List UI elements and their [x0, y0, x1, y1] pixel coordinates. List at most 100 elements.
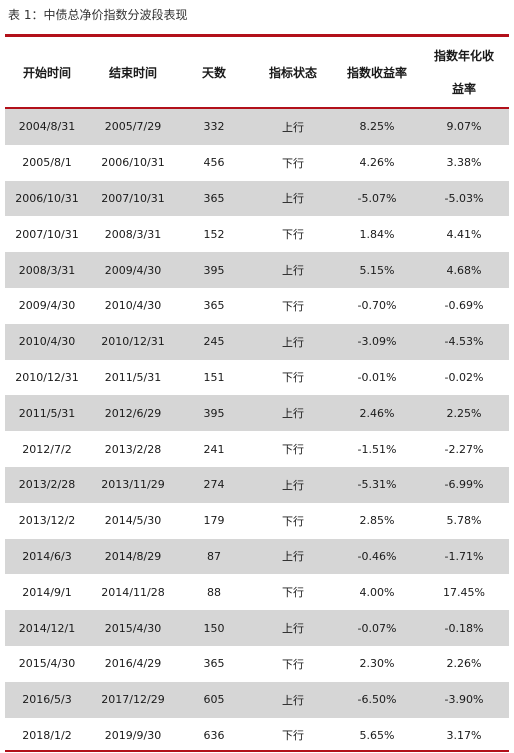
- cell-annual-return: -0.69%: [444, 299, 484, 313]
- cell-end-date: 2012/6/29: [104, 406, 162, 420]
- cell-return: 8.25%: [359, 120, 395, 134]
- table-row: 2005/8/1 2006/10/31 456 下行 4.26% 3.38%: [5, 145, 509, 181]
- cell-end-date: 2014/8/29: [104, 549, 162, 563]
- cell-start-date: 2010/4/30: [18, 335, 76, 349]
- cell-end-date: 2007/10/31: [101, 191, 165, 205]
- cell-days: 245: [203, 335, 225, 349]
- cell-annual-return: 4.68%: [446, 263, 482, 277]
- cell-return: 2.30%: [359, 657, 395, 671]
- cell-days: 274: [203, 478, 225, 492]
- cell-days: 395: [203, 406, 225, 420]
- cell-status: 下行: [282, 156, 304, 170]
- cell-status: 上行: [282, 622, 304, 636]
- cell-start-date: 2011/5/31: [18, 406, 76, 420]
- cell-end-date: 2005/7/29: [104, 120, 162, 134]
- table-header-rule: [5, 107, 509, 109]
- cell-return: 4.26%: [359, 156, 395, 170]
- cell-return: -0.46%: [357, 549, 397, 563]
- table-row: 2015/4/30 2016/4/29 365 下行 2.30% 2.26%: [5, 646, 509, 682]
- cell-start-date: 2009/4/30: [18, 299, 76, 313]
- cell-status: 上行: [282, 478, 304, 492]
- cell-return: -3.09%: [357, 335, 397, 349]
- cell-status: 上行: [282, 192, 304, 206]
- header-end-date: 结束时间: [108, 65, 157, 80]
- table-top-rule: [5, 34, 509, 37]
- cell-end-date: 2011/5/31: [104, 370, 162, 384]
- cell-status: 下行: [282, 299, 304, 313]
- cell-days: 88: [207, 585, 221, 599]
- cell-return: 1.84%: [359, 227, 395, 241]
- cell-status: 下行: [282, 443, 304, 457]
- table-row: 2011/5/31 2012/6/29 395 上行 2.46% 2.25%: [5, 395, 509, 432]
- cell-start-date: 2008/3/31: [18, 263, 76, 277]
- cell-annual-return: -6.99%: [444, 478, 484, 492]
- table-bottom-rule: [5, 750, 509, 752]
- cell-status: 上行: [282, 693, 304, 707]
- cell-end-date: 2016/4/29: [104, 657, 162, 671]
- cell-return: 2.85%: [359, 514, 395, 528]
- cell-days: 365: [203, 299, 225, 313]
- cell-start-date: 2013/2/28: [18, 478, 76, 492]
- cell-start-date: 2007/10/31: [15, 227, 79, 241]
- header-status: 指标状态: [268, 65, 317, 80]
- cell-annual-return: 5.78%: [446, 514, 482, 528]
- table-row: 2018/1/2 2019/9/30 636 下行 5.65% 3.17%: [5, 718, 509, 753]
- cell-start-date: 2013/12/2: [18, 514, 76, 528]
- cell-return: -0.01%: [357, 370, 397, 384]
- table-row: 2008/3/31 2009/4/30 395 上行 5.15% 4.68%: [5, 252, 509, 288]
- cell-days: 636: [203, 728, 225, 742]
- cell-days: 152: [203, 227, 225, 241]
- cell-annual-return: -0.02%: [444, 370, 484, 384]
- cell-annual-return: 9.07%: [446, 120, 482, 134]
- cell-status: 下行: [282, 586, 304, 600]
- cell-end-date: 2006/10/31: [101, 156, 165, 170]
- table-row: 2014/6/3 2014/8/29 87 上行 -0.46% -1.71%: [5, 538, 509, 575]
- cell-annual-return: 17.45%: [443, 585, 485, 599]
- cell-days: 605: [203, 693, 225, 707]
- cell-annual-return: -4.53%: [444, 335, 484, 349]
- cell-end-date: 2019/9/30: [104, 728, 162, 742]
- cell-start-date: 2015/4/30: [18, 657, 76, 671]
- cell-return: 5.15%: [359, 263, 395, 277]
- table-row: 2014/12/1 2015/4/30 150 上行 -0.07% -0.18%: [5, 610, 509, 646]
- table-row: 2009/4/30 2010/4/30 365 下行 -0.70% -0.69%: [5, 288, 509, 324]
- cell-start-date: 2014/6/3: [22, 549, 72, 563]
- cell-annual-return: -5.03%: [444, 191, 484, 205]
- cell-annual-return: 2.25%: [446, 406, 482, 420]
- cell-annual-return: 3.17%: [446, 728, 482, 742]
- cell-days: 332: [203, 120, 225, 134]
- table-row: 2013/12/2 2014/5/30 179 下行 2.85% 5.78%: [5, 503, 509, 539]
- cell-end-date: 2010/4/30: [104, 299, 162, 313]
- cell-days: 395: [203, 263, 225, 277]
- table-row: 2007/10/31 2008/3/31 152 下行 1.84% 4.41%: [5, 216, 509, 252]
- cell-return: -6.50%: [357, 693, 397, 707]
- cell-days: 150: [203, 621, 225, 635]
- table-row: 2012/7/2 2013/2/28 241 下行 -1.51% -2.27%: [5, 431, 509, 467]
- table-row: 2010/4/30 2010/12/31 245 上行 -3.09% -4.53%: [5, 323, 509, 360]
- cell-return: -0.07%: [357, 621, 397, 635]
- cell-annual-return: -2.27%: [444, 442, 484, 456]
- table-row: 2010/12/31 2011/5/31 151 下行 -0.01% -0.02%: [5, 360, 509, 396]
- table-row: 2014/9/1 2014/11/28 88 下行 4.00% 17.45%: [5, 574, 509, 610]
- table-row: 2016/5/3 2017/12/29 605 上行 -6.50% -3.90%: [5, 681, 509, 718]
- cell-status: 下行: [282, 729, 304, 743]
- table-row: 2013/2/28 2013/11/29 274 上行 -5.31% -6.99%: [5, 466, 509, 503]
- cell-start-date: 2005/8/1: [22, 156, 72, 170]
- cell-status: 上行: [282, 264, 304, 278]
- cell-end-date: 2017/12/29: [101, 693, 165, 707]
- table-row: 2006/10/31 2007/10/31 365 上行 -5.07% -5.03%: [5, 180, 509, 217]
- cell-status: 下行: [282, 228, 304, 242]
- header-return: 指数收益率: [346, 65, 407, 80]
- header-annual-return-line1: 指数年化收: [433, 49, 494, 63]
- cell-annual-return: -3.90%: [444, 693, 484, 707]
- cell-days: 87: [207, 549, 221, 563]
- cell-end-date: 2013/11/29: [101, 478, 165, 492]
- cell-start-date: 2006/10/31: [15, 191, 79, 205]
- cell-start-date: 2012/7/2: [22, 442, 72, 456]
- cell-start-date: 2014/12/1: [18, 621, 76, 635]
- cell-start-date: 2014/9/1: [22, 585, 72, 599]
- cell-return: 4.00%: [359, 585, 395, 599]
- table-caption: 表 1：中债总净价指数分波段表现: [8, 8, 188, 22]
- header-start-date: 开始时间: [22, 65, 71, 80]
- header-annual-return: 指数年化收 益率: [419, 47, 509, 97]
